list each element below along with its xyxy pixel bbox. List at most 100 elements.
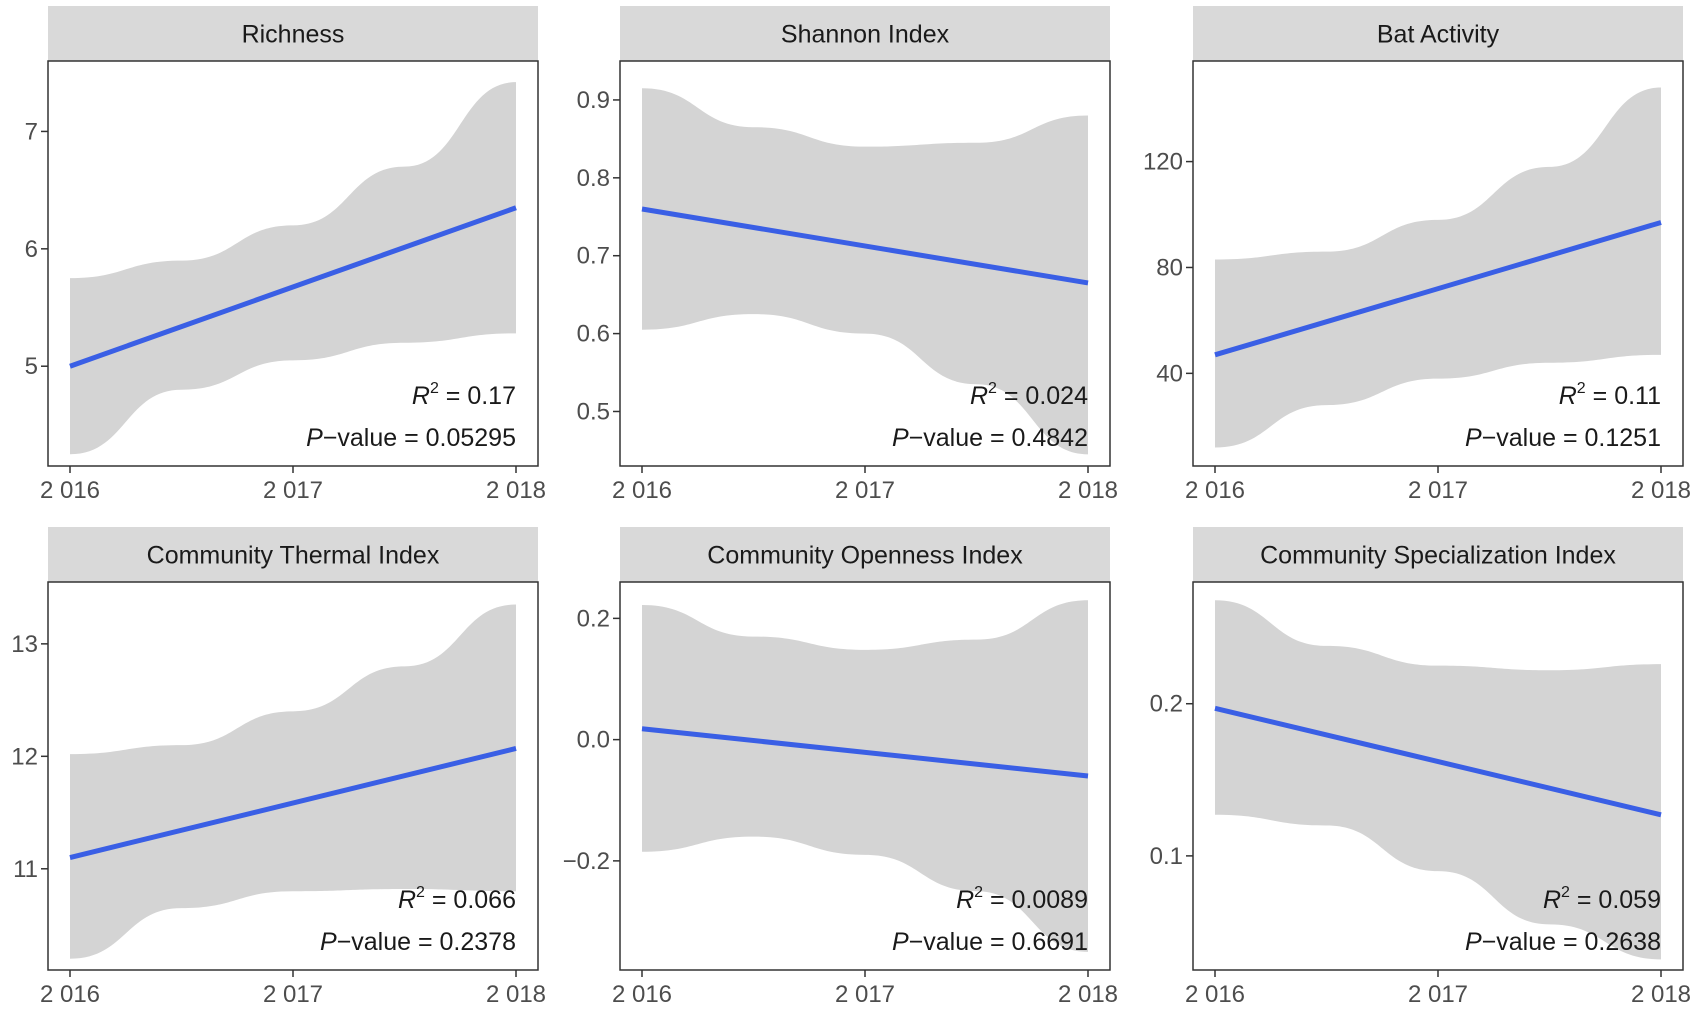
r-squared-label: R2 = 0.17: [412, 380, 516, 410]
r-squared-superscript: 2: [430, 380, 439, 397]
r-squared-superscript: 2: [974, 884, 983, 901]
regression-line: [641, 206, 1089, 286]
x-tick-label: 2 018: [1631, 981, 1691, 1008]
y-tick-label: 0.0: [577, 727, 610, 754]
r-squared-symbol: R: [970, 382, 988, 410]
r-squared-label: R2 = 0.11: [1559, 380, 1661, 410]
facet-title: Community Specialization Index: [1260, 542, 1616, 570]
p-value-label: P−value = 0.6691: [892, 928, 1088, 956]
r-squared-superscript: 2: [1577, 380, 1586, 397]
p-value-value: −value = 0.2378: [337, 928, 516, 956]
y-tick-label: 0.1: [1150, 843, 1183, 870]
x-tick-label: 2 016: [40, 981, 100, 1008]
x-tick-label: 2 017: [1408, 477, 1468, 504]
r-squared-value: = 0.024: [997, 382, 1088, 410]
p-value-label: P−value = 0.2378: [320, 928, 516, 956]
r-squared-symbol: R: [412, 382, 430, 410]
x-tick-label: 2 016: [612, 981, 672, 1008]
facet-panel: Community Openness Index −0.2 0.0 0.2 2 016 2…: [563, 527, 1118, 1008]
regression-line: [1214, 705, 1662, 818]
x-tick-label: 2 018: [1058, 477, 1118, 504]
x-tick-label: 2 017: [835, 477, 895, 504]
p-value-label: P−value = 0.1251: [1465, 424, 1661, 452]
confidence-band: [642, 88, 1088, 455]
confidence-band: [1215, 600, 1661, 960]
facet-title: Richness: [242, 21, 345, 49]
y-tick-label: 11: [13, 856, 38, 883]
x-tick-label: 2 018: [1058, 981, 1118, 1008]
r-squared-value: = 0.059: [1570, 886, 1661, 914]
p-value-value: −value = 0.1251: [1482, 424, 1661, 452]
r-squared-value: = 0.066: [425, 886, 516, 914]
x-tick-label: 2 018: [486, 477, 546, 504]
r-squared-symbol: R: [398, 886, 416, 914]
r-squared-superscript: 2: [988, 380, 997, 397]
facet-title: Bat Activity: [1377, 21, 1500, 49]
regression-line: [69, 205, 517, 369]
p-value-label: P−value = 0.4842: [892, 424, 1088, 452]
r-squared-value: = 0.17: [439, 382, 516, 410]
y-tick-label: 0.7: [577, 243, 610, 270]
p-value-symbol: P: [892, 928, 909, 956]
r-squared-symbol: R: [1543, 886, 1561, 914]
y-tick-label: 12: [11, 743, 38, 770]
r-squared-label: R2 = 0.024: [970, 380, 1088, 410]
facet-panel: Community Thermal Index 11 12 13 2 016 2 017 2…: [11, 527, 546, 1008]
p-value-symbol: P: [1465, 424, 1482, 452]
x-tick-label: 2 016: [612, 477, 672, 504]
r-squared-superscript: 2: [1561, 884, 1570, 901]
x-tick-label: 2 016: [1185, 981, 1245, 1008]
r-squared-value: = 0.11: [1586, 382, 1661, 410]
x-tick-label: 2 017: [263, 981, 323, 1008]
r-squared-label: R2 = 0.066: [398, 884, 516, 914]
r-squared-label: R2 = 0.0089: [956, 884, 1088, 914]
regression-line: [641, 726, 1089, 779]
facet-panel: Community Specialization Index 0.1 0.2 2 01…: [1150, 527, 1691, 1008]
x-tick-label: 2 016: [1185, 477, 1245, 504]
confidence-band: [70, 604, 516, 959]
p-value-symbol: P: [1465, 928, 1482, 956]
y-tick-label: 7: [25, 118, 38, 145]
p-value-symbol: P: [892, 424, 909, 452]
facet-title: Community Openness Index: [707, 542, 1023, 570]
y-tick-label: 0.8: [577, 165, 610, 192]
facet-panel: Shannon Index 0.5 0.6 0.7 0.8 0.9 2 016 2 017 2 …: [577, 6, 1118, 504]
x-tick-label: 2 018: [1631, 477, 1691, 504]
y-tick-label: 120: [1143, 149, 1183, 176]
x-tick-label: 2 017: [1408, 981, 1468, 1008]
y-tick-label: 5: [25, 353, 38, 380]
facet-strip: [620, 527, 1110, 582]
r-squared-label: R2 = 0.059: [1543, 884, 1661, 914]
y-tick-label: 0.6: [577, 321, 610, 348]
x-tick-label: 2 017: [263, 477, 323, 504]
r-squared-symbol: R: [1559, 382, 1577, 410]
p-value-label: P−value = 0.05295: [306, 424, 516, 452]
x-tick-label: 2 016: [40, 477, 100, 504]
facet-strip: [1193, 6, 1683, 61]
r-squared-value: = 0.0089: [983, 886, 1088, 914]
regression-line: [69, 746, 517, 860]
y-tick-label: −0.2: [563, 848, 610, 875]
confidence-band: [70, 82, 516, 455]
y-tick-label: 13: [11, 631, 38, 658]
facet-strip: [620, 6, 1110, 61]
confidence-band: [1215, 87, 1661, 448]
p-value-label: P−value = 0.2638: [1465, 928, 1661, 956]
p-value-value: −value = 0.05295: [323, 424, 516, 452]
facet-strip: [1193, 527, 1683, 582]
y-tick-label: 6: [25, 236, 38, 263]
y-tick-label: 80: [1156, 254, 1183, 281]
x-tick-label: 2 017: [835, 981, 895, 1008]
p-value-symbol: P: [306, 424, 323, 452]
r-squared-superscript: 2: [416, 884, 425, 901]
facet-panel: Bat Activity 40 80 120 2 016 2 017 2 018 R2 = 0…: [1143, 6, 1691, 504]
p-value-value: −value = 0.2638: [1482, 928, 1661, 956]
p-value-symbol: P: [320, 928, 337, 956]
y-tick-label: 0.2: [1150, 691, 1183, 718]
regression-line: [1214, 220, 1662, 358]
facet-title: Shannon Index: [781, 21, 950, 49]
r-squared-symbol: R: [956, 886, 974, 914]
p-value-value: −value = 0.4842: [909, 424, 1088, 452]
p-value-value: −value = 0.6691: [909, 928, 1088, 956]
